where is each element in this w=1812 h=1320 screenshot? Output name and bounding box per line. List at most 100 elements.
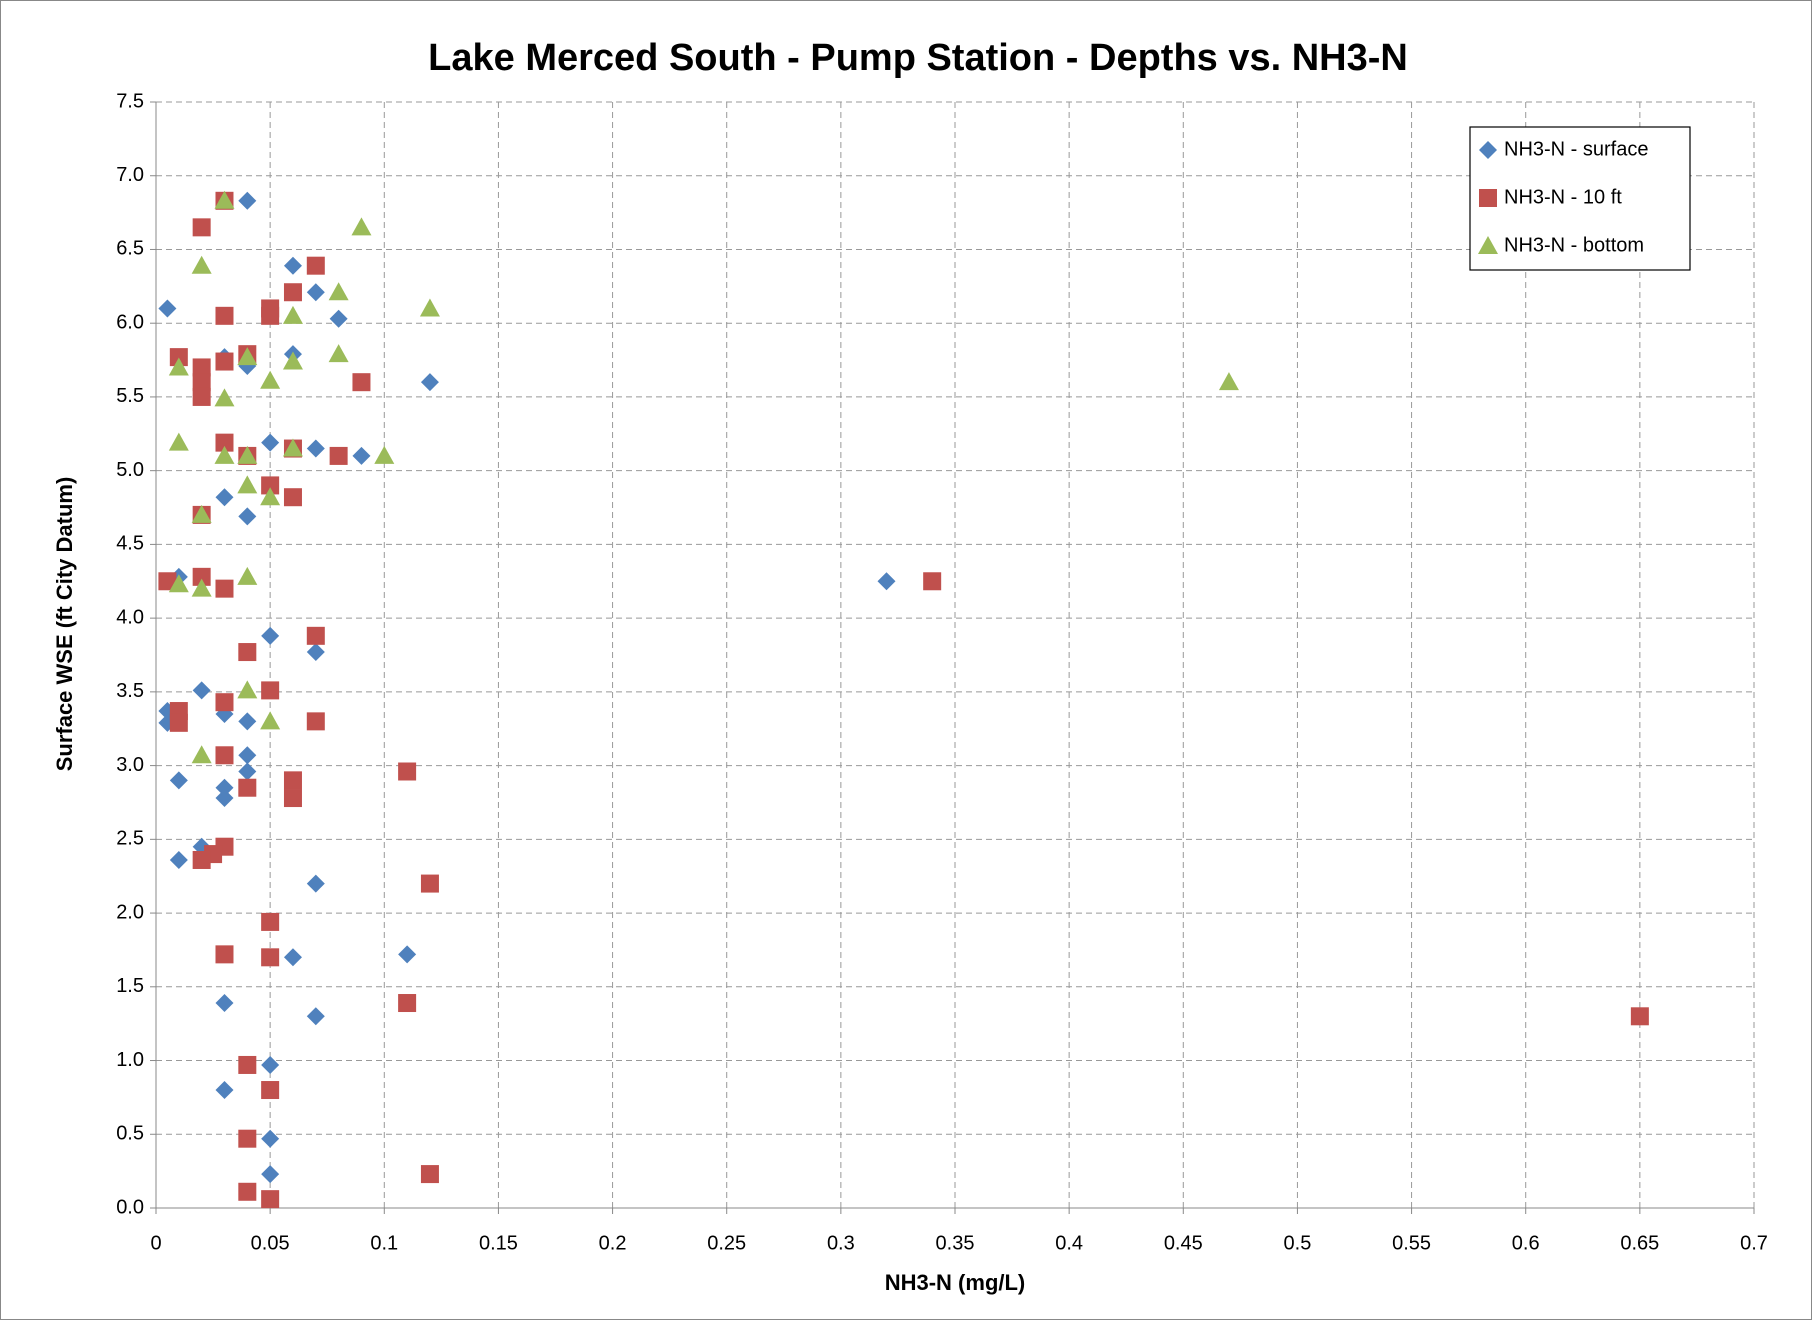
point xyxy=(238,712,257,731)
point xyxy=(192,850,211,869)
point xyxy=(191,578,212,597)
point xyxy=(329,446,348,465)
point xyxy=(261,476,280,495)
point xyxy=(215,433,234,452)
point xyxy=(215,306,234,325)
point xyxy=(215,789,234,808)
y-tick-label: 7.0 xyxy=(116,164,144,186)
point xyxy=(192,387,211,406)
point xyxy=(261,1129,280,1148)
point xyxy=(306,283,325,302)
point xyxy=(215,488,234,507)
y-tick-label: 1.0 xyxy=(116,1049,144,1071)
point xyxy=(261,1165,280,1184)
point xyxy=(192,373,211,392)
legend-label: NH3-N - bottom xyxy=(1504,234,1644,256)
point xyxy=(191,255,212,274)
x-tick-label: 0.45 xyxy=(1164,1232,1203,1254)
point xyxy=(238,643,257,662)
y-tick-label: 7.5 xyxy=(116,90,144,112)
point xyxy=(352,446,371,465)
point xyxy=(215,1081,234,1100)
point xyxy=(238,1182,257,1201)
point xyxy=(169,850,188,869)
point xyxy=(261,912,280,931)
point xyxy=(261,1081,280,1100)
x-tick-label: 0.05 xyxy=(251,1232,290,1254)
x-tick-label: 0.3 xyxy=(827,1232,855,1254)
point xyxy=(398,994,417,1013)
point xyxy=(261,1190,280,1209)
point xyxy=(306,439,325,458)
point xyxy=(306,626,325,645)
x-tick-label: 0.25 xyxy=(707,1232,746,1254)
point xyxy=(238,746,257,765)
x-tick-label: 0.1 xyxy=(370,1232,398,1254)
point xyxy=(420,1165,439,1184)
point xyxy=(398,762,417,781)
legend-box xyxy=(1469,126,1691,271)
point xyxy=(306,874,325,893)
point xyxy=(237,445,258,464)
x-tick-label: 0.4 xyxy=(1055,1232,1083,1254)
point xyxy=(420,874,439,893)
point xyxy=(169,771,188,790)
y-tick-label: 3.5 xyxy=(116,680,144,702)
x-tick-label: 0.35 xyxy=(936,1232,975,1254)
point xyxy=(306,643,325,662)
point xyxy=(238,1129,257,1148)
point xyxy=(215,945,234,964)
y-axis-title: Surface WSE (ft City Datum) xyxy=(52,477,77,772)
point xyxy=(261,306,280,325)
point xyxy=(351,217,372,236)
legend-marker xyxy=(1479,141,1497,159)
point xyxy=(306,712,325,731)
x-tick-label: 0.5 xyxy=(1284,1232,1312,1254)
point xyxy=(1218,372,1239,391)
point xyxy=(283,789,302,808)
y-tick-label: 0.5 xyxy=(116,1123,144,1145)
point xyxy=(215,352,234,371)
point xyxy=(168,357,189,376)
point xyxy=(215,994,234,1013)
point xyxy=(923,572,942,591)
y-tick-label: 0.0 xyxy=(116,1196,144,1218)
point xyxy=(283,948,302,967)
point xyxy=(260,487,281,506)
point xyxy=(261,681,280,700)
x-tick-label: 0.6 xyxy=(1512,1232,1540,1254)
x-tick-label: 0.65 xyxy=(1620,1232,1659,1254)
point xyxy=(158,299,177,318)
point xyxy=(192,358,211,377)
point xyxy=(282,351,303,370)
point xyxy=(419,298,440,317)
y-tick-label: 2.0 xyxy=(116,901,144,923)
y-tick-label: 4.0 xyxy=(116,606,144,628)
y-tick-label: 5.0 xyxy=(116,459,144,481)
x-tick-label: 0.55 xyxy=(1392,1232,1431,1254)
point xyxy=(214,388,235,407)
point xyxy=(192,567,211,586)
point xyxy=(238,507,257,526)
point xyxy=(261,626,280,645)
point xyxy=(214,190,235,209)
x-tick-label: 0.2 xyxy=(599,1232,627,1254)
point xyxy=(261,433,280,452)
point xyxy=(215,778,234,797)
point xyxy=(306,1007,325,1026)
point xyxy=(215,693,234,712)
x-tick-label: 0 xyxy=(150,1232,161,1254)
point xyxy=(1630,1007,1649,1026)
point xyxy=(283,283,302,302)
y-tick-label: 2.5 xyxy=(116,828,144,850)
x-tick-label: 0.7 xyxy=(1740,1232,1768,1254)
legend-label: NH3-N - surface xyxy=(1504,138,1648,160)
point xyxy=(877,572,896,591)
legend-label: NH3-N - 10 ft xyxy=(1504,186,1622,208)
point xyxy=(192,218,211,237)
point xyxy=(237,680,258,699)
point xyxy=(215,746,234,765)
x-axis-title: NH3-N (mg/L) xyxy=(885,1270,1026,1295)
point xyxy=(261,1055,280,1074)
point xyxy=(260,370,281,389)
